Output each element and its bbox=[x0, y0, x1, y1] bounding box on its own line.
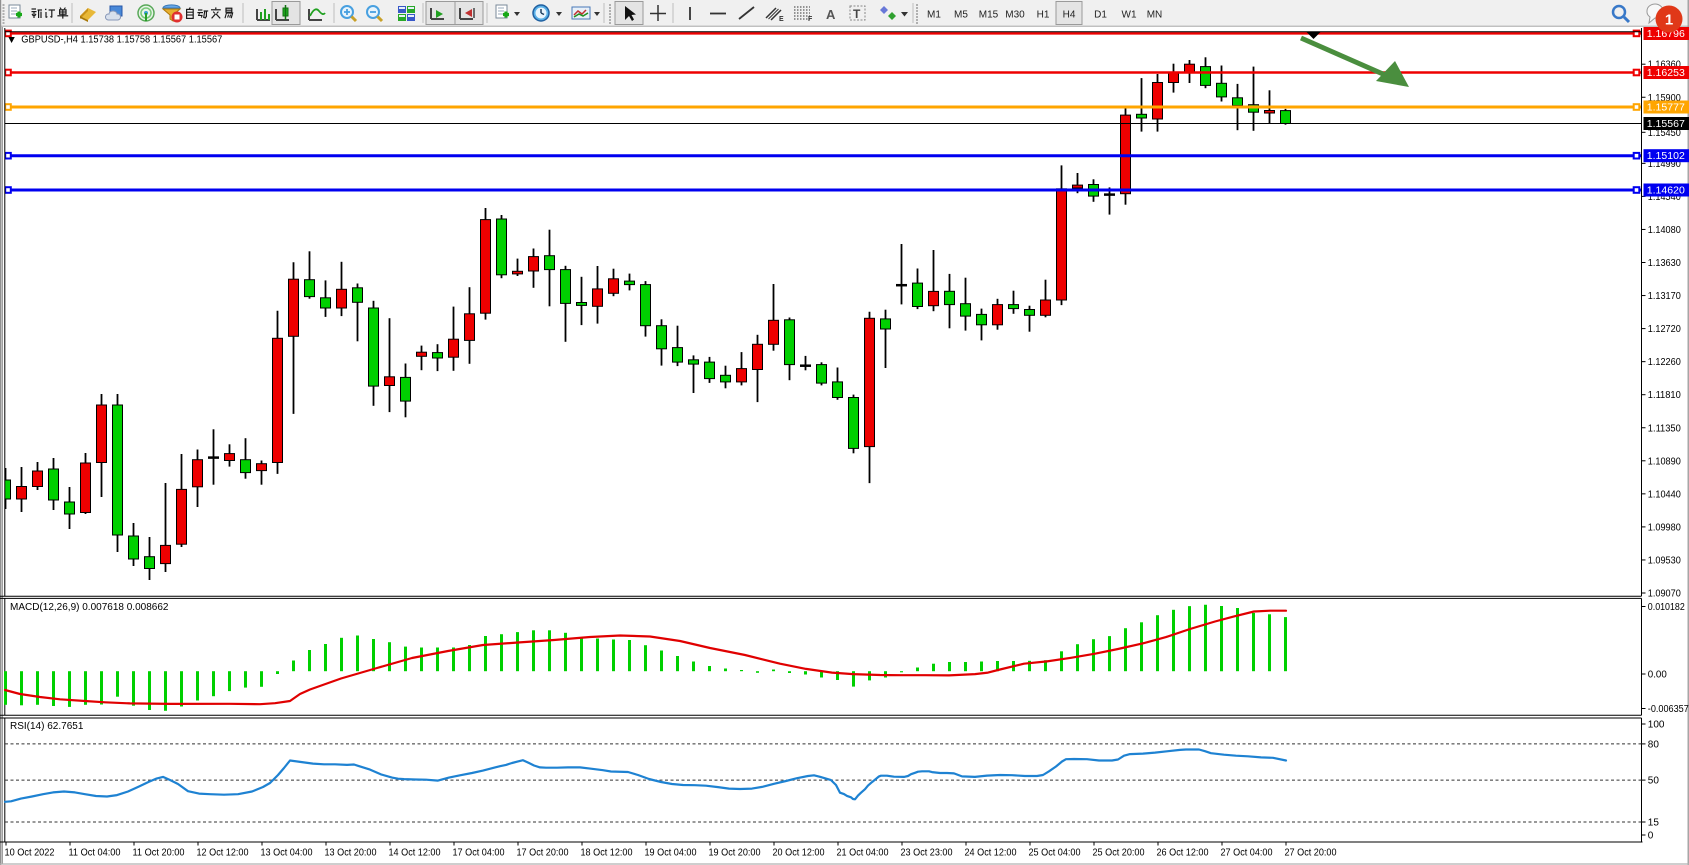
svg-text:-0.006357: -0.006357 bbox=[1648, 704, 1689, 715]
svg-text:1.10890: 1.10890 bbox=[1648, 456, 1681, 467]
svg-text:50: 50 bbox=[1648, 776, 1660, 787]
svg-text:1.09530: 1.09530 bbox=[1648, 555, 1681, 566]
svg-text:MN: MN bbox=[1147, 10, 1163, 21]
svg-text:1.14080: 1.14080 bbox=[1648, 225, 1681, 236]
svg-text:1.11810: 1.11810 bbox=[1648, 390, 1681, 401]
svg-text:15: 15 bbox=[1648, 818, 1660, 829]
svg-text:1.15777: 1.15777 bbox=[1647, 103, 1685, 114]
svg-text:26 Oct 12:00: 26 Oct 12:00 bbox=[1157, 847, 1209, 859]
svg-text:1.15567: 1.15567 bbox=[1647, 119, 1685, 130]
svg-text:27 Oct 20:00: 27 Oct 20:00 bbox=[1285, 847, 1337, 859]
svg-text:17 Oct 20:00: 17 Oct 20:00 bbox=[517, 847, 569, 859]
svg-text:A: A bbox=[826, 7, 836, 22]
svg-text:E: E bbox=[779, 16, 784, 23]
svg-text:21 Oct 04:00: 21 Oct 04:00 bbox=[837, 847, 889, 859]
svg-text:25 Oct 20:00: 25 Oct 20:00 bbox=[1093, 847, 1145, 859]
svg-text:1.16796: 1.16796 bbox=[1647, 29, 1685, 40]
svg-text:0: 0 bbox=[1648, 831, 1654, 842]
svg-text:12 Oct 12:00: 12 Oct 12:00 bbox=[197, 847, 249, 859]
svg-text:1.15450: 1.15450 bbox=[1648, 128, 1681, 139]
svg-text:H4: H4 bbox=[1063, 10, 1076, 21]
svg-text:1.14620: 1.14620 bbox=[1647, 186, 1685, 197]
svg-text:T: T bbox=[853, 7, 861, 21]
svg-text:11 Oct 04:00: 11 Oct 04:00 bbox=[69, 847, 121, 859]
svg-text:10 Oct 2022: 10 Oct 2022 bbox=[5, 847, 55, 859]
svg-text:18 Oct 12:00: 18 Oct 12:00 bbox=[581, 847, 633, 859]
svg-text:1.13630: 1.13630 bbox=[1648, 258, 1681, 269]
svg-text:M5: M5 bbox=[954, 10, 968, 21]
svg-text:1.14540: 1.14540 bbox=[1648, 192, 1681, 203]
svg-text:GBPUSD-,H4 1.15738 1.15758 1.: GBPUSD-,H4 1.15738 1.15758 1.15567 1.155… bbox=[21, 35, 222, 46]
svg-text:1.09070: 1.09070 bbox=[1648, 589, 1681, 600]
svg-text:1.16360: 1.16360 bbox=[1648, 60, 1681, 71]
svg-text:W1: W1 bbox=[1122, 10, 1137, 21]
svg-text:1.11350: 1.11350 bbox=[1648, 423, 1681, 434]
svg-text:1.15900: 1.15900 bbox=[1648, 93, 1681, 104]
svg-text:11 Oct 20:00: 11 Oct 20:00 bbox=[133, 847, 185, 859]
svg-text:24 Oct 12:00: 24 Oct 12:00 bbox=[965, 847, 1017, 859]
svg-text:13 Oct 20:00: 13 Oct 20:00 bbox=[325, 847, 377, 859]
svg-text:19 Oct 04:00: 19 Oct 04:00 bbox=[645, 847, 697, 859]
svg-text:1.15102: 1.15102 bbox=[1647, 151, 1685, 162]
svg-text:1.16253: 1.16253 bbox=[1647, 68, 1685, 79]
svg-text:23 Oct 23:00: 23 Oct 23:00 bbox=[901, 847, 953, 859]
svg-text:D1: D1 bbox=[1094, 10, 1107, 21]
svg-text:17 Oct 04:00: 17 Oct 04:00 bbox=[453, 847, 505, 859]
svg-text:80: 80 bbox=[1648, 739, 1660, 750]
svg-text:1.14990: 1.14990 bbox=[1648, 159, 1681, 170]
svg-text:100: 100 bbox=[1648, 720, 1665, 731]
svg-text:M30: M30 bbox=[1005, 10, 1025, 21]
svg-text:1.12260: 1.12260 bbox=[1648, 357, 1681, 368]
svg-text:0.00: 0.00 bbox=[1648, 670, 1667, 681]
svg-text:1.13170: 1.13170 bbox=[1648, 291, 1681, 302]
svg-text:F: F bbox=[808, 16, 813, 23]
svg-text:H1: H1 bbox=[1037, 10, 1050, 21]
svg-text:MACD(12,26,9) 0.007618 0.00866: MACD(12,26,9) 0.007618 0.008662 bbox=[10, 602, 169, 613]
svg-text:RSI(14) 62.7651: RSI(14) 62.7651 bbox=[10, 721, 84, 732]
svg-text:M1: M1 bbox=[927, 10, 941, 21]
svg-text:1.09980: 1.09980 bbox=[1648, 522, 1681, 533]
svg-text:1.12720: 1.12720 bbox=[1648, 324, 1681, 335]
svg-text:27 Oct 04:00: 27 Oct 04:00 bbox=[1221, 847, 1273, 859]
svg-text:14 Oct 12:00: 14 Oct 12:00 bbox=[389, 847, 441, 859]
svg-text:1: 1 bbox=[1665, 12, 1673, 29]
svg-text:25 Oct 04:00: 25 Oct 04:00 bbox=[1029, 847, 1081, 859]
svg-text:20 Oct 12:00: 20 Oct 12:00 bbox=[773, 847, 825, 859]
svg-text:13 Oct 04:00: 13 Oct 04:00 bbox=[261, 847, 313, 859]
svg-text:M15: M15 bbox=[979, 10, 999, 21]
svg-text:0.010182: 0.010182 bbox=[1648, 602, 1685, 613]
svg-text:1.10440: 1.10440 bbox=[1648, 489, 1681, 500]
svg-text:19 Oct 20:00: 19 Oct 20:00 bbox=[709, 847, 761, 859]
